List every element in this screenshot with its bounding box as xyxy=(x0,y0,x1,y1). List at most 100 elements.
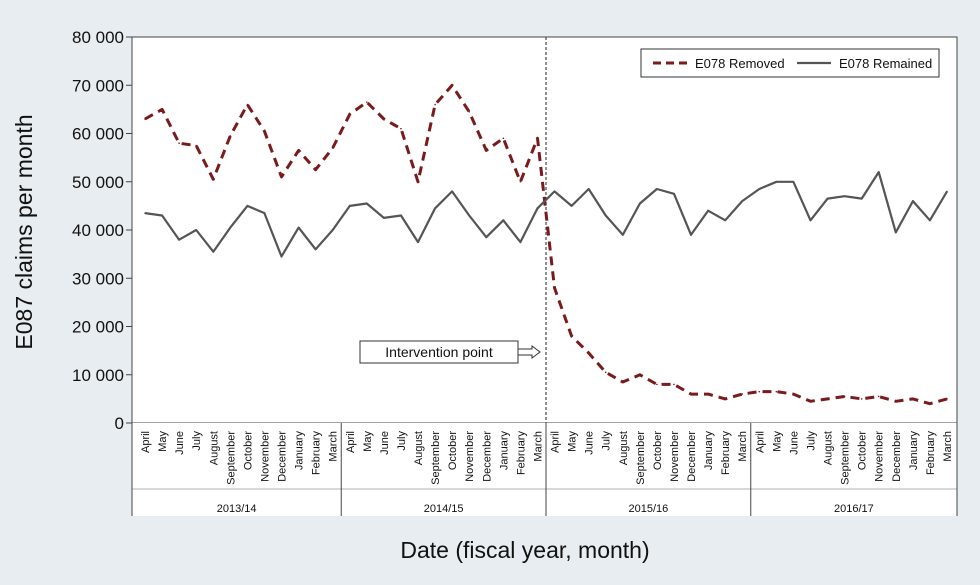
y-tick-label: 30 000 xyxy=(72,269,124,288)
x-tick-label: July xyxy=(601,431,613,451)
data-point-e078-removed xyxy=(383,118,385,120)
x-tick-label: October xyxy=(857,431,869,470)
y-tick-label: 40 000 xyxy=(72,221,124,240)
x-tick-label: February xyxy=(925,431,937,476)
x-tick-label: February xyxy=(311,431,323,476)
x-tick-label: June xyxy=(379,431,391,455)
data-point-e078-remained xyxy=(366,202,368,205)
data-point-e078-remained xyxy=(639,202,641,205)
y-tick-label: 20 000 xyxy=(72,318,124,337)
data-point-e078-remained xyxy=(451,190,453,193)
data-point-e078-remained xyxy=(417,241,419,243)
data-point-e078-removed xyxy=(553,287,556,289)
data-point-e078-removed xyxy=(758,390,761,393)
x-tick-label: August xyxy=(413,431,425,465)
data-point-e078-remained xyxy=(741,200,744,202)
x-tick-label: July xyxy=(191,431,203,451)
x-tick-label: October xyxy=(652,431,664,470)
intervention-annotation-text: Intervention point xyxy=(385,344,493,360)
y-tick-label: 70 000 xyxy=(72,76,124,95)
data-point-e078-removed xyxy=(178,142,180,144)
data-point-e078-remained xyxy=(690,234,692,236)
x-tick-label: September xyxy=(430,431,442,485)
data-point-e078-remained xyxy=(331,229,334,231)
intervention-arrow xyxy=(517,345,541,359)
data-point-e078-removed xyxy=(280,176,283,178)
x-tick-label: January xyxy=(703,431,715,471)
x-tick-label: June xyxy=(788,431,800,455)
x-tick-label: April xyxy=(140,431,152,453)
x-tick-label: May xyxy=(362,431,374,452)
data-point-e078-remained xyxy=(570,205,573,207)
data-point-e078-remained xyxy=(724,219,726,222)
legend-label-e078-removed: E078 Removed xyxy=(695,56,785,71)
data-point-e078-removed xyxy=(895,400,897,403)
data-point-e078-remained xyxy=(400,214,402,217)
data-point-e078-removed xyxy=(366,101,368,103)
y-tick-label: 0 xyxy=(115,414,124,433)
data-point-e078-removed xyxy=(673,383,675,386)
x-tick-label: July xyxy=(396,431,408,451)
x-tick-label: November xyxy=(464,431,476,482)
series-line-e078-remained xyxy=(144,171,948,258)
x-tick-label: September xyxy=(635,431,647,485)
x-tick-label: May xyxy=(567,431,579,452)
x-tick-label: June xyxy=(174,431,186,455)
data-point-e078-removed xyxy=(314,168,317,171)
x-tick-label: January xyxy=(498,431,510,471)
x-tick-label: April xyxy=(754,431,766,453)
x-tick-label: October xyxy=(242,431,254,470)
data-point-e078-remained xyxy=(536,207,539,210)
x-tick-label: August xyxy=(823,431,835,465)
x-tick-label: May xyxy=(771,431,783,452)
data-point-e078-removed xyxy=(536,137,539,140)
x-tick-label: February xyxy=(720,431,732,476)
x-tick-label: March xyxy=(328,431,340,462)
data-point-e078-remained xyxy=(229,226,232,229)
data-point-e078-remained xyxy=(877,171,880,173)
data-point-e078-remained xyxy=(895,231,897,234)
data-point-e078-remained xyxy=(485,236,488,239)
y-tick-label: 10 000 xyxy=(72,366,124,385)
x-tick-label: December xyxy=(891,431,903,482)
x-tick-label: September xyxy=(840,431,852,485)
data-point-e078-removed xyxy=(912,398,914,400)
data-point-e078-removed xyxy=(621,381,624,383)
data-point-e078-remained xyxy=(468,214,471,217)
y-tick-label: 80 000 xyxy=(72,28,124,47)
data-point-e078-removed xyxy=(809,400,812,403)
x-tick-label: September xyxy=(225,431,237,485)
data-point-e078-remained xyxy=(792,180,795,183)
x-tick-label: March xyxy=(942,431,954,462)
x-tick-label: November xyxy=(669,431,681,482)
data-point-e078-remained xyxy=(826,197,829,200)
data-point-e078-removed xyxy=(843,395,846,398)
data-point-e078-removed xyxy=(297,149,300,152)
legend-label-e078-remained: E078 Remained xyxy=(839,56,932,71)
x-tick-label: August xyxy=(208,431,220,465)
data-point-e078-remained xyxy=(673,193,675,195)
data-point-e078-remained xyxy=(519,241,522,243)
data-point-e078-remained xyxy=(707,209,709,212)
data-point-e078-removed xyxy=(826,398,829,400)
x-tick-label: April xyxy=(550,431,562,453)
data-point-e078-remained xyxy=(912,200,914,202)
data-point-e078-remained xyxy=(246,205,249,207)
data-point-e078-removed xyxy=(707,393,709,395)
x-tick-label: May xyxy=(157,431,169,452)
y-tick-label: 50 000 xyxy=(72,173,124,192)
data-point-e078-remained xyxy=(280,255,283,258)
data-point-e078-remained xyxy=(775,180,778,183)
data-point-e078-remained xyxy=(587,188,590,190)
data-point-e078-removed xyxy=(417,180,419,183)
data-point-e078-removed xyxy=(570,335,573,337)
data-point-e078-removed xyxy=(860,398,863,400)
data-point-e078-removed xyxy=(877,395,880,398)
x-tick-label: August xyxy=(618,431,630,465)
x-tick-label: November xyxy=(874,431,886,482)
data-point-e078-remained xyxy=(656,188,658,190)
data-point-e078-removed xyxy=(741,393,744,395)
x-tick-label: March xyxy=(737,431,749,462)
